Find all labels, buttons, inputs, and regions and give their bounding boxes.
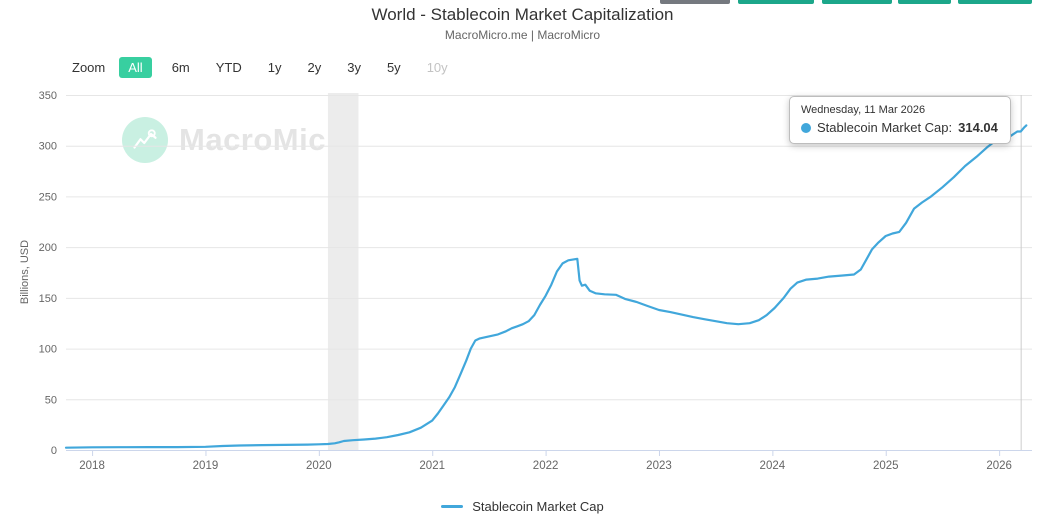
x-tick-label: 2022 <box>533 460 559 472</box>
watermark: MacroMicro <box>122 117 358 163</box>
zoom-button-ytd[interactable]: YTD <box>215 60 242 75</box>
macromicro-logo-icon <box>122 117 168 163</box>
y-tick-label: 0 <box>51 445 57 457</box>
top-tab-5[interactable] <box>958 0 1032 4</box>
x-tick-label: 2020 <box>306 460 332 472</box>
zoom-button-2y[interactable]: 2y <box>307 60 322 75</box>
zoom-toolbar: Zoom All 6m YTD 1y 2y 3y 5y 10y <box>72 57 454 78</box>
series-dot-icon <box>801 122 811 133</box>
watermark-text: MacroMicro <box>179 122 358 157</box>
x-tick-label: 2018 <box>79 460 105 472</box>
chart-subtitle: MacroMicro.me | MacroMicro <box>444 28 601 42</box>
recession-band <box>327 93 359 450</box>
legend-label: Stablecoin Market Cap <box>472 499 604 514</box>
legend-line-icon <box>441 505 464 508</box>
zoom-button-5y[interactable]: 5y <box>386 60 401 75</box>
tooltip-series-row: Stablecoin Market Cap: 314.04 <box>801 120 999 135</box>
tooltip-series-label: Stablecoin Market Cap: <box>817 120 953 135</box>
y-tick-label: 150 <box>39 293 57 305</box>
y-tick-label: 300 <box>39 141 57 153</box>
x-tick-label: 2021 <box>419 460 445 472</box>
x-tick-label: 2023 <box>646 460 672 472</box>
y-tick-label: 100 <box>39 344 57 356</box>
stablecoin-market-cap-line[interactable] <box>64 124 1028 449</box>
y-tick-label: 200 <box>39 242 57 254</box>
zoom-button-10y[interactable]: 10y <box>426 60 448 75</box>
top-tab-3[interactable] <box>822 0 892 4</box>
top-tab-2[interactable] <box>738 0 814 4</box>
chart-title: World - Stablecoin Market Capitalization <box>371 5 674 24</box>
y-tick-label: 50 <box>45 394 57 406</box>
tooltip-date: Wednesday, 11 Mar 2026 <box>801 104 926 116</box>
top-tab-4[interactable] <box>898 0 951 4</box>
x-tick-label: 2019 <box>193 460 219 472</box>
y-tick-label: 350 <box>39 90 57 102</box>
zoom-button-1y[interactable]: 1y <box>267 60 282 75</box>
tooltip-value: 314.04 <box>958 120 998 135</box>
tooltip: Wednesday, 11 Mar 2026 Stablecoin Market… <box>789 96 1011 144</box>
top-tab-1[interactable] <box>660 0 730 4</box>
zoom-button-all[interactable]: All <box>119 57 152 78</box>
zoom-button-3y[interactable]: 3y <box>347 60 361 75</box>
x-tick-label: 2026 <box>986 460 1012 472</box>
y-tick-label: 250 <box>39 191 57 203</box>
zoom-label: Zoom <box>72 60 106 75</box>
legend[interactable]: Stablecoin Market Cap <box>0 499 1045 514</box>
x-tick-label: 2025 <box>873 460 899 472</box>
zoom-button-6m[interactable]: 6m <box>171 60 190 75</box>
x-tick-label: 2024 <box>760 460 786 472</box>
